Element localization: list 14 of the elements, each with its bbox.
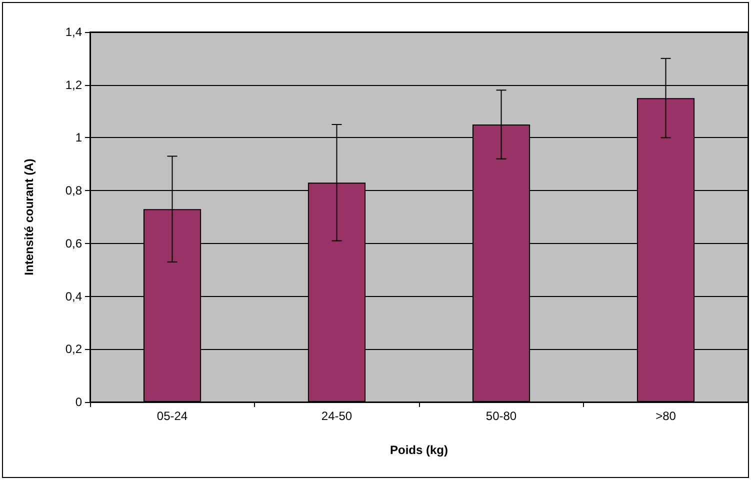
x-tick-label: >80 [656,409,676,423]
x-tick-label: 24-50 [321,409,352,423]
y-tick-label: 1,2 [65,78,82,92]
y-tick-label: 1,4 [65,25,82,39]
y-tick-label: 0,6 [65,236,82,250]
y-tick-label: 0,4 [65,289,82,304]
x-axis-title: Poids (kg) [390,443,448,457]
y-tick-label: 0,8 [65,184,82,198]
y-axis-title: Intensité courant (A) [22,158,36,276]
y-tick-label: 0,2 [65,342,82,356]
x-tick-label: 50-80 [486,409,517,423]
y-tick-label: 1 [75,130,82,145]
y-tick-label: 0 [75,395,82,409]
x-tick-label: 05-24 [156,409,188,423]
